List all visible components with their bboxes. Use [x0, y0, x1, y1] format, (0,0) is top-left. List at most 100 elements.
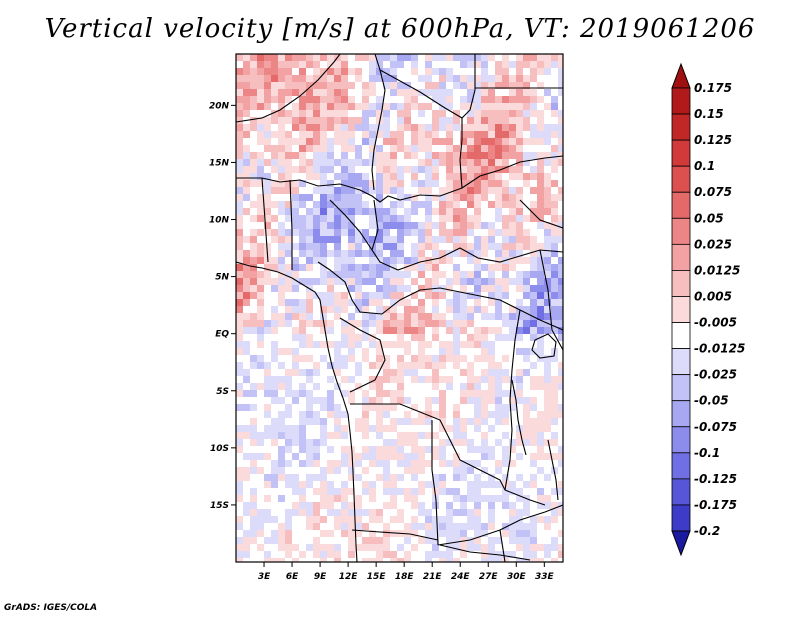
field-cell [306, 488, 313, 495]
field-cell [544, 257, 551, 264]
field-cell [306, 250, 313, 257]
field-cell [516, 173, 523, 180]
field-cell [362, 194, 369, 201]
field-cell [404, 236, 411, 243]
field-cell [236, 502, 243, 509]
field-cell [425, 509, 432, 516]
field-cell [264, 82, 271, 89]
field-cell [376, 264, 383, 271]
field-cell [250, 369, 257, 376]
field-cell [292, 292, 299, 299]
field-cell [348, 61, 355, 68]
field-cell [278, 278, 285, 285]
field-cell [264, 439, 271, 446]
field-cell [509, 110, 516, 117]
field-cell [439, 362, 446, 369]
field-cell [523, 292, 530, 299]
field-cell [250, 306, 257, 313]
field-cell [488, 404, 495, 411]
field-cell [425, 418, 432, 425]
field-cell [551, 418, 558, 425]
field-cell [327, 285, 334, 292]
field-cell [313, 544, 320, 551]
field-cell [271, 250, 278, 257]
field-cell [320, 271, 327, 278]
field-cell [278, 334, 285, 341]
field-cell [502, 110, 509, 117]
field-cell [404, 110, 411, 117]
field-cell [516, 110, 523, 117]
field-cell [271, 418, 278, 425]
field-cell [271, 152, 278, 159]
field-cell [278, 446, 285, 453]
field-cell [551, 341, 558, 348]
field-cell [453, 215, 460, 222]
field-cell [376, 75, 383, 82]
field-cell [411, 376, 418, 383]
field-cell [390, 89, 397, 96]
field-cell [418, 103, 425, 110]
field-cell [390, 68, 397, 75]
lake-tanganyika [511, 379, 527, 456]
field-cell [418, 397, 425, 404]
field-cell [551, 82, 558, 89]
field-cell [474, 369, 481, 376]
field-cell [460, 362, 467, 369]
field-cell [320, 96, 327, 103]
lon-tick-label: 3E [258, 572, 271, 582]
field-cell [516, 145, 523, 152]
field-cell [502, 418, 509, 425]
field-cell [299, 285, 306, 292]
field-cell [327, 474, 334, 481]
field-cell [369, 278, 376, 285]
field-cell [516, 488, 523, 495]
field-cell [460, 75, 467, 82]
field-cell [544, 544, 551, 551]
field-cell [460, 432, 467, 439]
field-cell [446, 166, 453, 173]
field-cell [264, 383, 271, 390]
field-cell [236, 96, 243, 103]
field-cell [299, 334, 306, 341]
field-cell [278, 327, 285, 334]
field-cell [474, 222, 481, 229]
field-cell [292, 173, 299, 180]
field-cell [488, 411, 495, 418]
field-cell [397, 103, 404, 110]
field-cell [383, 488, 390, 495]
field-cell [250, 180, 257, 187]
field-cell [327, 166, 334, 173]
field-cell [460, 159, 467, 166]
field-cell [418, 138, 425, 145]
field-cell [439, 404, 446, 411]
field-cell [544, 341, 551, 348]
field-cell [432, 117, 439, 124]
field-cell [495, 467, 502, 474]
field-cell [397, 495, 404, 502]
field-cell [341, 271, 348, 278]
field-cell [362, 523, 369, 530]
field-cell [383, 54, 390, 61]
field-cell [285, 439, 292, 446]
field-cell [537, 145, 544, 152]
field-cell [250, 110, 257, 117]
field-cell [306, 187, 313, 194]
field-cell [509, 537, 516, 544]
field-cell [236, 264, 243, 271]
field-cell [390, 558, 397, 562]
field-cell [474, 460, 481, 467]
field-cell [306, 313, 313, 320]
field-cell [278, 166, 285, 173]
field-cell [509, 54, 516, 61]
field-cell [285, 117, 292, 124]
field-cell [418, 495, 425, 502]
field-cell [243, 110, 250, 117]
field-cell [355, 320, 362, 327]
field-cell [306, 194, 313, 201]
field-cell [355, 271, 362, 278]
field-cell [369, 313, 376, 320]
field-cell [292, 250, 299, 257]
field-cell [292, 474, 299, 481]
field-cell [327, 138, 334, 145]
field-cell [418, 327, 425, 334]
